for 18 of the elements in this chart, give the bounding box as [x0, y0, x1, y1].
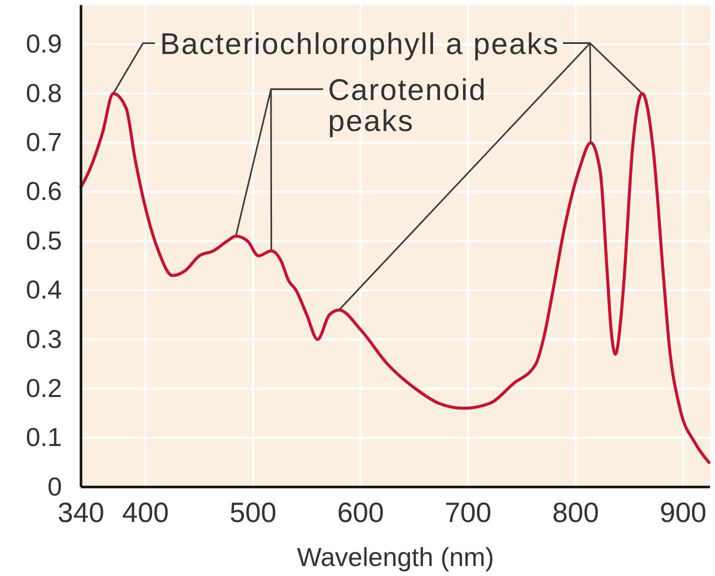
y-tick-label: 0.8: [26, 78, 62, 108]
annotation: Bacteriochlorophyll a peaks: [160, 28, 560, 61]
y-tick-label: 0.9: [26, 28, 62, 59]
y-tick-label: 0.1: [26, 422, 62, 452]
y-tick-label: 0.6: [26, 176, 62, 206]
x-tick-label: 500: [230, 496, 276, 528]
y-tick-label: 0.4: [26, 274, 62, 305]
x-tick-label: 800: [552, 496, 599, 528]
annotation: Carotenoid peaks: [328, 74, 487, 138]
x-axis-title: Wavelength (nm): [297, 542, 494, 572]
y-tick-label: 0.5: [26, 225, 62, 256]
y-tick-label: 0.3: [26, 324, 62, 354]
y-tick-label: 0.7: [26, 127, 62, 158]
x-tick-label: 600: [337, 496, 384, 528]
x-tick-label: 400: [122, 496, 169, 528]
x-tick-label: 900: [660, 496, 706, 528]
x-tick-label: 700: [444, 496, 492, 528]
y-tick-label: 0.2: [26, 372, 62, 403]
